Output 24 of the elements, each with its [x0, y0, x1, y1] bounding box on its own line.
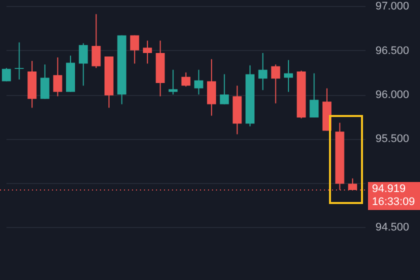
candlestick: [78, 42, 88, 86]
candlestick: [181, 72, 190, 88]
candlestick: [142, 40, 152, 64]
y-tick-label: 95.500: [376, 133, 410, 146]
candlestick: [14, 42, 24, 80]
candlestick: [271, 64, 280, 104]
candlestick: [53, 56, 62, 97]
candlestick: [284, 60, 293, 92]
y-tick-label: 94.500: [376, 222, 410, 234]
candlestick: [310, 72, 319, 118]
candlestick: [207, 58, 216, 116]
candlestick: [92, 14, 101, 69]
text: 16:33:09: [372, 196, 416, 209]
y-tick-label: 97.000: [376, 0, 410, 13]
candlestick: [168, 69, 178, 96]
candlestick: [40, 64, 50, 100]
y-tick-label: 96.500: [376, 44, 410, 57]
candlestick: [220, 74, 229, 105]
candlestick: [130, 34, 140, 64]
y-tick-label: 96.000: [376, 89, 410, 102]
candlestick: [258, 52, 268, 91]
candlestick: [2, 68, 11, 82]
candlestick: [194, 69, 204, 96]
ref-line-label: 94.919: [372, 182, 407, 196]
